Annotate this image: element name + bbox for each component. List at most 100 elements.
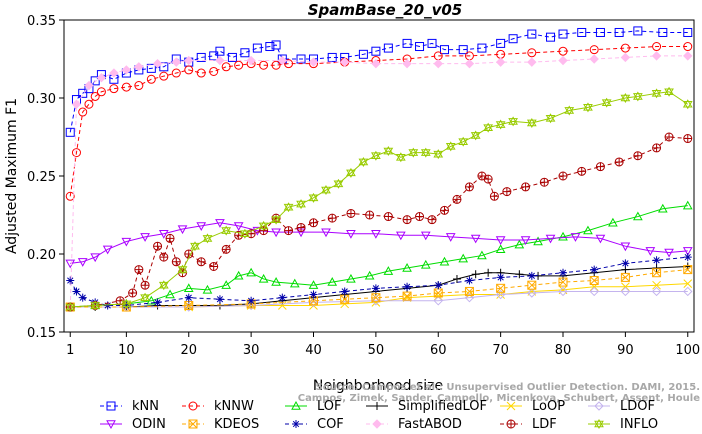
point-ldf-42 bbox=[633, 151, 643, 161]
point-lof-8 bbox=[233, 270, 244, 280]
point-fastabod-21 bbox=[558, 55, 568, 66]
series-fastabod bbox=[65, 51, 693, 312]
point-cof-17 bbox=[496, 273, 505, 282]
point-ldf-20 bbox=[296, 222, 306, 232]
point-odin-17 bbox=[395, 231, 406, 241]
point-knnw-5 bbox=[96, 87, 106, 97]
point-kdeos-2 bbox=[184, 300, 194, 310]
point-odin-4 bbox=[121, 237, 132, 247]
point-odin-27 bbox=[645, 247, 656, 256]
point-cof-4 bbox=[103, 301, 112, 310]
legend-label-ldf: LDF bbox=[532, 417, 557, 432]
point-ldf-8 bbox=[165, 233, 175, 243]
point-cof-13 bbox=[371, 284, 380, 293]
point-inflo-15 bbox=[321, 185, 331, 196]
point-fastabod-11 bbox=[246, 55, 256, 66]
point-odin-25 bbox=[595, 234, 606, 244]
point-cof-1 bbox=[72, 287, 81, 296]
point-ldof-6 bbox=[433, 296, 443, 306]
point-odin-0 bbox=[65, 259, 76, 269]
x-tick-label-50: 50 bbox=[368, 343, 385, 358]
series-inflo bbox=[65, 86, 693, 313]
point-knn-39 bbox=[558, 29, 568, 39]
point-inflo-5 bbox=[177, 264, 188, 275]
series-line-odin bbox=[70, 222, 688, 264]
point-odin-18 bbox=[420, 231, 431, 241]
point-cof-15 bbox=[434, 281, 443, 290]
point-fastabod-17 bbox=[433, 58, 443, 69]
point-ldf-44 bbox=[664, 132, 674, 142]
legend-item-simplifiedlof: SimplifiedLOF bbox=[366, 399, 487, 414]
point-knn-28 bbox=[383, 43, 393, 53]
point-kdeos-10 bbox=[496, 283, 506, 293]
point-inflo-3 bbox=[140, 292, 150, 303]
point-lof-12 bbox=[289, 278, 300, 288]
point-inflo-29 bbox=[495, 119, 506, 130]
point-cof-8 bbox=[215, 295, 224, 304]
point-simplifiedlof-15 bbox=[484, 268, 493, 277]
point-lof-18 bbox=[402, 263, 412, 272]
point-cof-23 bbox=[683, 253, 692, 262]
point-knn-24 bbox=[327, 52, 337, 62]
point-ldf-4 bbox=[134, 265, 144, 275]
legend-item-fastabod: FastABOD bbox=[366, 417, 462, 432]
axis-ticks: 1 10 20 30 40 50 60 70 80 90 100 0.15 0.20 0.25 0.30 0.… bbox=[27, 14, 700, 358]
point-knn-9 bbox=[146, 63, 156, 73]
legend-label-odin: ODIN bbox=[132, 417, 166, 432]
point-knnw-32 bbox=[652, 42, 662, 52]
legend-marker-cof bbox=[292, 420, 300, 428]
point-lof-6 bbox=[202, 284, 213, 294]
point-inflo-27 bbox=[470, 130, 481, 141]
point-knn-16 bbox=[227, 52, 237, 62]
point-odin-20 bbox=[470, 234, 481, 244]
point-inflo-11 bbox=[271, 214, 281, 225]
point-ldf-29 bbox=[439, 205, 449, 215]
series-knn bbox=[65, 26, 693, 137]
point-odin-21 bbox=[495, 236, 506, 245]
series-line-inflo bbox=[70, 91, 689, 308]
point-knnw-0 bbox=[65, 191, 75, 201]
point-ldof-14 bbox=[683, 286, 693, 297]
point-knnw-1 bbox=[71, 148, 81, 158]
point-ldf-6 bbox=[153, 241, 163, 251]
point-knnw-6 bbox=[109, 84, 119, 94]
point-knn-17 bbox=[240, 48, 250, 58]
point-knn-34 bbox=[477, 43, 487, 53]
legend-marker-inflo bbox=[594, 419, 604, 429]
point-knnw-8 bbox=[134, 81, 144, 91]
point-ldf-19 bbox=[284, 226, 294, 236]
point-knn-36 bbox=[508, 34, 518, 44]
legend-marker-ldf bbox=[506, 419, 516, 429]
point-ldf-24 bbox=[365, 210, 375, 220]
point-inflo-34 bbox=[583, 102, 593, 113]
point-ldf-14 bbox=[221, 244, 231, 254]
point-loop-17 bbox=[683, 279, 693, 288]
point-knnw-11 bbox=[171, 68, 181, 78]
point-lof-19 bbox=[420, 259, 431, 269]
point-ldof-12 bbox=[620, 286, 631, 297]
legend-item-lof: LOF bbox=[285, 399, 342, 414]
point-fastabod-2 bbox=[84, 80, 94, 91]
point-fastabod-7 bbox=[152, 58, 163, 69]
legend-label-lof: LOF bbox=[317, 399, 342, 414]
x-tick-label-30: 30 bbox=[243, 343, 260, 358]
point-knn-26 bbox=[358, 49, 368, 59]
point-ldof-10 bbox=[558, 286, 568, 297]
point-inflo-0 bbox=[65, 302, 76, 313]
point-lof-16 bbox=[364, 270, 375, 280]
point-knnw-19 bbox=[271, 60, 281, 70]
point-ldof-7 bbox=[464, 292, 475, 303]
point-knnw-30 bbox=[589, 45, 599, 55]
legend-label-cof: COF bbox=[317, 417, 344, 432]
point-inflo-20 bbox=[383, 146, 394, 157]
point-knn-37 bbox=[527, 29, 537, 39]
point-simplifiedlof-22 bbox=[652, 264, 661, 273]
legend-marker-kdeos bbox=[188, 419, 198, 429]
point-inflo-12 bbox=[283, 202, 294, 213]
point-ldf-43 bbox=[652, 143, 662, 153]
point-ldf-36 bbox=[521, 182, 531, 192]
point-knn-44 bbox=[658, 27, 668, 37]
point-lof-29 bbox=[633, 211, 643, 221]
point-knn-14 bbox=[209, 51, 219, 61]
point-lof-13 bbox=[308, 280, 319, 289]
